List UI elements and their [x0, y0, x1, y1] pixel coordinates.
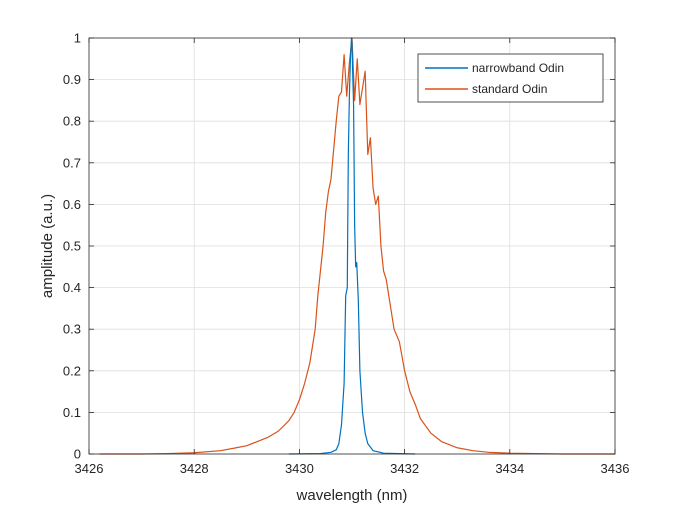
- y-tick-label: 0.1: [63, 405, 81, 420]
- x-tick-label: 3432: [390, 461, 419, 476]
- y-tick-label: 0.3: [63, 322, 81, 337]
- x-tick-label: 3430: [285, 461, 314, 476]
- x-tick-label: 3436: [601, 461, 630, 476]
- y-tick-label: 0.4: [63, 280, 81, 295]
- y-tick-label: 0.5: [63, 239, 81, 254]
- y-tick-label: 0.6: [63, 197, 81, 212]
- legend-label-standard: standard Odin: [472, 82, 547, 96]
- grid: [89, 38, 615, 454]
- y-tick-label: 0.2: [63, 363, 81, 378]
- x-tick-label: 3428: [180, 461, 209, 476]
- x-tick-label: 3434: [495, 461, 524, 476]
- x-tick-label: 3426: [75, 461, 104, 476]
- x-axis-title: wavelength (nm): [296, 487, 408, 504]
- y-tick-label: 0.9: [63, 72, 81, 87]
- y-tick-label: 0: [74, 447, 81, 462]
- legend-box: [417, 53, 604, 103]
- axis-ticks: [88, 37, 616, 455]
- y-axis-title: amplitude (a.u.): [39, 194, 56, 298]
- legend: narrowband Odin standard Odin: [417, 53, 604, 103]
- series-line-narrowband: [288, 37, 416, 455]
- y-tick-label: 1: [74, 31, 81, 46]
- y-tick-label: 0.8: [63, 114, 81, 129]
- y-tick-label: 0.7: [63, 155, 81, 170]
- legend-label-narrowband: narrowband Odin: [472, 61, 564, 75]
- tick-labels: 3426 3428 3430 3432 3434 3436 0 0.1 0.2 0.3 0.4 0.5…: [63, 31, 630, 477]
